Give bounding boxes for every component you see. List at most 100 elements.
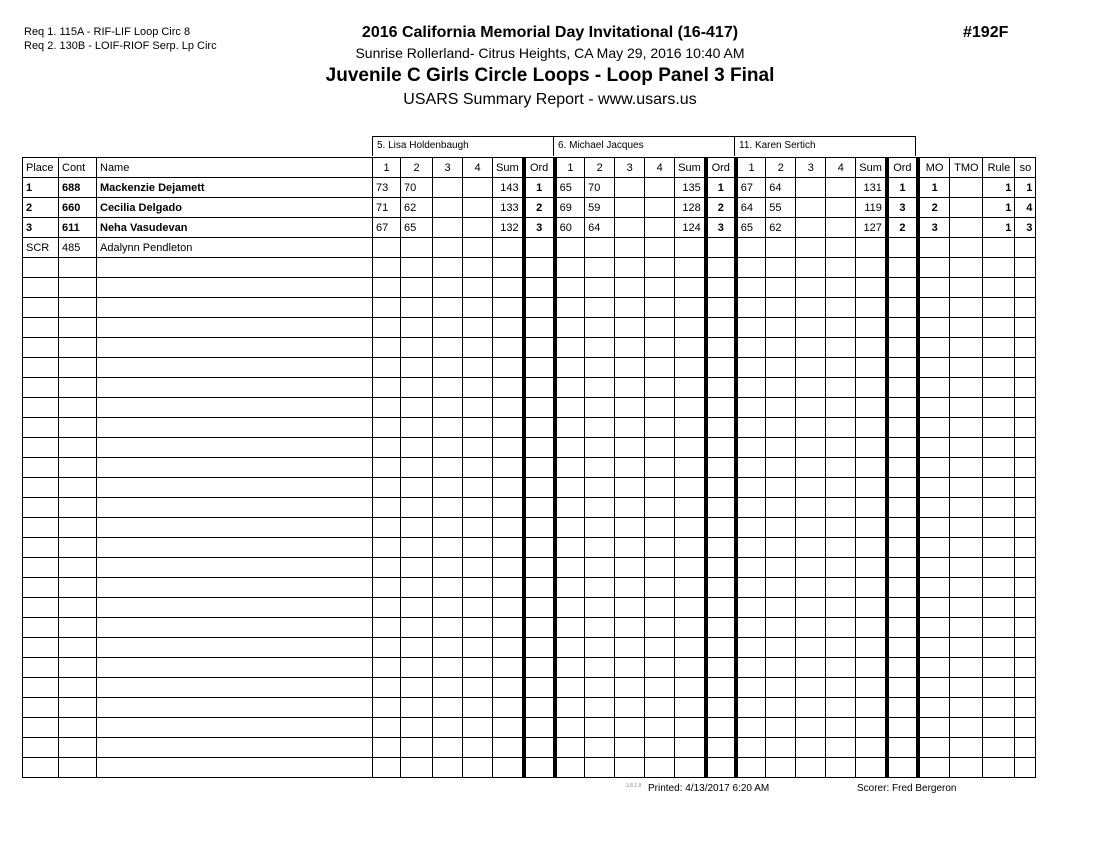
judge-2-score-cell <box>584 497 616 518</box>
judge-3-score-cell <box>795 317 827 338</box>
table-row <box>22 277 1037 298</box>
tmo-cell <box>949 357 984 378</box>
mo-cell <box>917 557 951 578</box>
judge-1-score-cell <box>491 617 526 638</box>
judge-2-score-cell <box>705 537 738 558</box>
judge-2-score-cell <box>644 577 676 598</box>
name-cell <box>96 657 373 678</box>
judge-2-score-cell <box>644 697 676 718</box>
tmo-cell <box>949 397 984 418</box>
judge-3-score-cell <box>795 177 827 198</box>
judge-1-score-cell <box>491 537 526 558</box>
cont-cell <box>58 417 97 438</box>
judge-2-score-cell <box>554 577 586 598</box>
judge-1-score-cell <box>372 237 401 258</box>
judge-2-score-cell <box>584 377 616 398</box>
judge-3-score-cell <box>795 457 827 478</box>
judge-1-score-cell <box>462 197 493 218</box>
judge-3-score-cell <box>795 297 827 318</box>
tmo-cell <box>949 177 984 198</box>
col-header-rule: Rule <box>982 157 1016 178</box>
judge-3-score-cell <box>765 457 797 478</box>
judge-3-score-cell <box>765 517 797 538</box>
judge-3-score-cell <box>765 717 797 738</box>
judge-1-score-cell <box>432 377 463 398</box>
judge-3-score-cell <box>795 577 827 598</box>
judge-1-score-cell <box>491 397 526 418</box>
judge-3-score-cell <box>735 717 767 738</box>
judge-1-score-cell <box>400 337 433 358</box>
judge-2-score-cell <box>705 657 738 678</box>
judge-3-score-cell <box>825 677 857 698</box>
table-row <box>22 537 1037 558</box>
judge-3-score-cell <box>855 477 889 498</box>
place-cell <box>22 277 59 298</box>
judge-2-score-cell <box>554 737 586 758</box>
col-header-cont: Cont <box>58 157 97 178</box>
judge-3-score-cell <box>765 697 797 718</box>
judge-1-score-cell <box>432 697 463 718</box>
name-cell <box>96 337 373 358</box>
judge-2-score-cell <box>644 757 676 778</box>
place-cell <box>22 717 59 738</box>
judge-3-score-cell <box>886 597 920 618</box>
judge-2-score-cell <box>584 577 616 598</box>
judge-3-score-cell <box>855 757 889 778</box>
judge-2-score-cell <box>674 457 708 478</box>
judge-2-score-cell <box>554 657 586 678</box>
so-cell <box>1014 357 1037 378</box>
mo-cell <box>917 377 951 398</box>
table-row <box>22 617 1037 638</box>
rule-cell <box>982 597 1016 618</box>
judge-3-score-cell <box>765 617 797 638</box>
judge-2-score-cell: 1 <box>705 177 738 198</box>
judge-2-score-cell <box>554 437 586 458</box>
judge-2-score-cell <box>614 257 646 278</box>
judge-1-score-cell <box>432 517 463 538</box>
name-cell <box>96 537 373 558</box>
judge-3-score-cell <box>735 457 767 478</box>
judge-2-score-cell <box>674 277 708 298</box>
table-row: 2 660 Cecilia Delgado 71 62 133 2 69 59 128 2 64 55 1… <box>22 197 1037 218</box>
rule-cell <box>982 557 1016 578</box>
judge-1-score-cell: 70 <box>400 177 433 198</box>
name-cell <box>96 377 373 398</box>
judge-3-score-cell <box>855 437 889 458</box>
tmo-cell <box>949 657 984 678</box>
judge-2-score-cell <box>614 517 646 538</box>
rule-cell <box>982 377 1016 398</box>
judge-2-score-cell <box>644 457 676 478</box>
place-cell <box>22 297 59 318</box>
judge-1-score-cell <box>372 617 401 638</box>
judge-3-score-cell <box>795 657 827 678</box>
judge-2-score-cell <box>554 277 586 298</box>
name-cell <box>96 517 373 538</box>
judge-3-score-cell <box>765 597 797 618</box>
judge-3-score-cell <box>795 697 827 718</box>
rule-cell <box>982 677 1016 698</box>
judge-3-score-cell <box>855 557 889 578</box>
judge-2-score-cell <box>705 477 738 498</box>
judge-2-score-cell <box>674 237 708 258</box>
judge-3-score-cell <box>735 697 767 718</box>
tmo-cell <box>949 617 984 638</box>
judge-3-score-cell <box>765 657 797 678</box>
mo-cell <box>917 757 951 778</box>
name-cell <box>96 417 373 438</box>
judge-3-score-cell <box>735 377 767 398</box>
judge-3-score-cell <box>765 677 797 698</box>
tmo-cell <box>949 217 984 238</box>
table-row <box>22 497 1037 518</box>
requirement-1: Req 1. 115A - RIF-LIF Loop Circ 8 <box>24 26 191 38</box>
judge-2-score-cell <box>614 437 646 458</box>
so-cell <box>1014 637 1037 658</box>
judge-2-score-cell <box>554 237 586 258</box>
judge-2-score-cell <box>584 257 616 278</box>
judge-1-score-cell <box>432 597 463 618</box>
rule-cell <box>982 537 1016 558</box>
judge-3-score-cell <box>855 237 889 258</box>
judge-3-score-cell <box>825 557 857 578</box>
table-row <box>22 397 1037 418</box>
name-cell <box>96 737 373 758</box>
judge-1-score-cell <box>372 357 401 378</box>
